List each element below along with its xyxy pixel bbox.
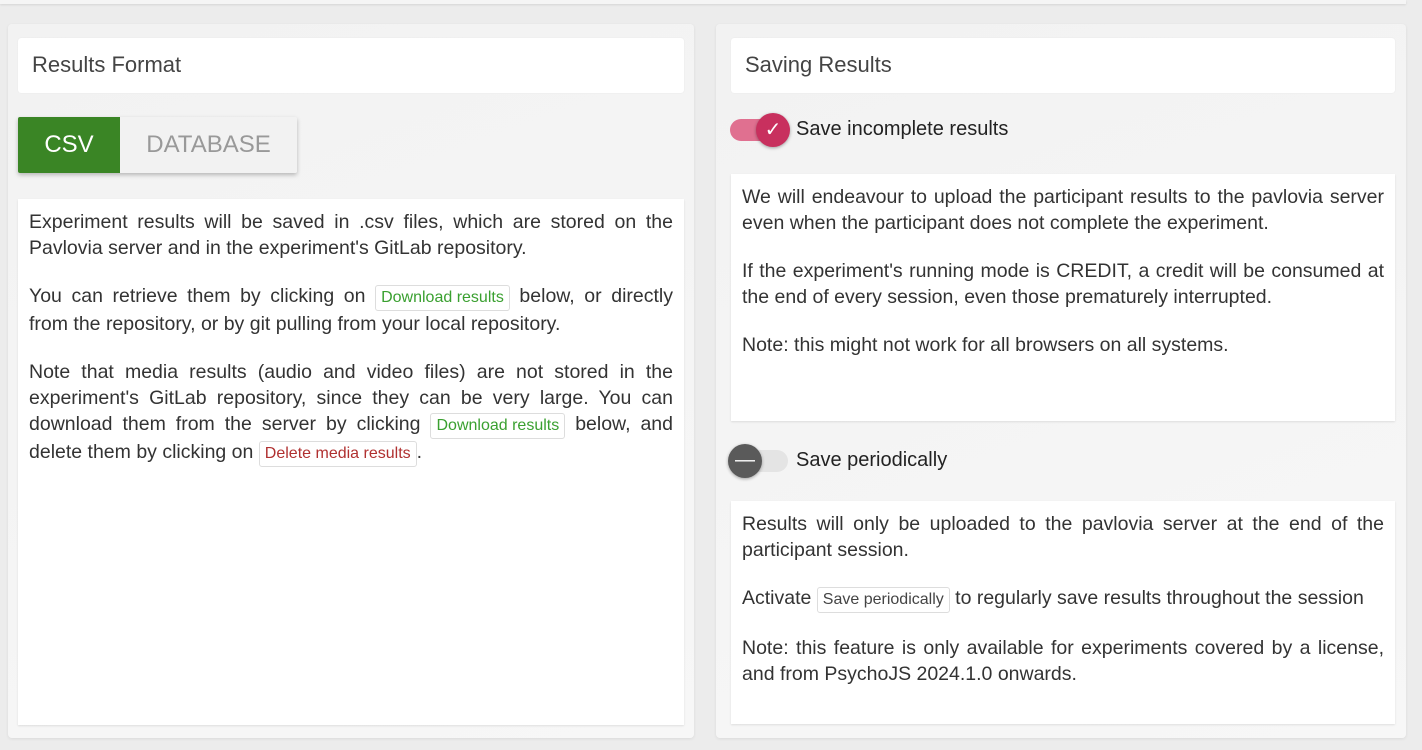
toggle-track[interactable]: ✓ (730, 112, 790, 147)
check-icon: ✓ (756, 112, 790, 147)
download-results-link[interactable]: Download results (430, 413, 566, 439)
info-paragraph: Note: this feature is only available for… (742, 637, 1384, 685)
text: You can retrieve them by clicking on (29, 285, 376, 307)
top-bar (0, 0, 1406, 4)
toggle-label: Save incomplete results (796, 118, 1009, 140)
info-paragraph: You can retrieve them by clicking on Dow… (29, 283, 673, 337)
periodic-info-card: Results will only be uploaded to the pav… (731, 501, 1395, 724)
info-paragraph: We will endeavour to upload the particip… (742, 186, 1384, 234)
database-button[interactable]: DATABASE (120, 117, 297, 173)
text: . (416, 441, 423, 463)
save-periodically-chip[interactable]: Save periodically (816, 587, 950, 613)
save-incomplete-toggle[interactable]: ✓ Save incomplete results (730, 112, 1009, 147)
text: Note that media results (audio and video… (29, 361, 673, 435)
info-paragraph: Note that media results (audio and video… (29, 359, 673, 467)
text: below, or directly from the repository, … (29, 285, 673, 335)
minus-icon: — (728, 443, 762, 478)
info-paragraph: Note: this might not work for all browse… (742, 334, 1229, 356)
incomplete-info-card: We will endeavour to upload the particip… (731, 174, 1395, 421)
csv-button[interactable]: CSV (18, 117, 120, 173)
results-format-panel: Results Format CSV DATABASE Experiment r… (8, 24, 694, 738)
download-results-link[interactable]: Download results (375, 285, 510, 311)
info-paragraph: Experiment results will be saved in .csv… (29, 211, 673, 259)
delete-media-results-link[interactable]: Delete media results (258, 441, 417, 467)
text: Activate (742, 587, 817, 609)
save-periodically-toggle[interactable]: — Save periodically (728, 443, 948, 478)
info-paragraph: Results will only be uploaded to the pav… (742, 513, 1384, 561)
text: to regularly save results throughout the… (949, 587, 1364, 609)
saving-results-panel: Saving Results ✓ Save incomplete results… (716, 24, 1406, 738)
info-paragraph: Activate Save periodically to regularly … (742, 585, 1384, 613)
panel-title: Saving Results (731, 38, 1395, 93)
format-selector: CSV DATABASE (18, 117, 297, 173)
panel-title: Results Format (18, 38, 684, 93)
info-paragraph: If the experiment's running mode is CRED… (742, 260, 1384, 308)
csv-info-card: Experiment results will be saved in .csv… (18, 199, 684, 725)
text: below, and delete them by clicking on (29, 413, 673, 463)
toggle-label: Save periodically (796, 449, 948, 471)
toggle-track[interactable]: — (728, 443, 788, 478)
